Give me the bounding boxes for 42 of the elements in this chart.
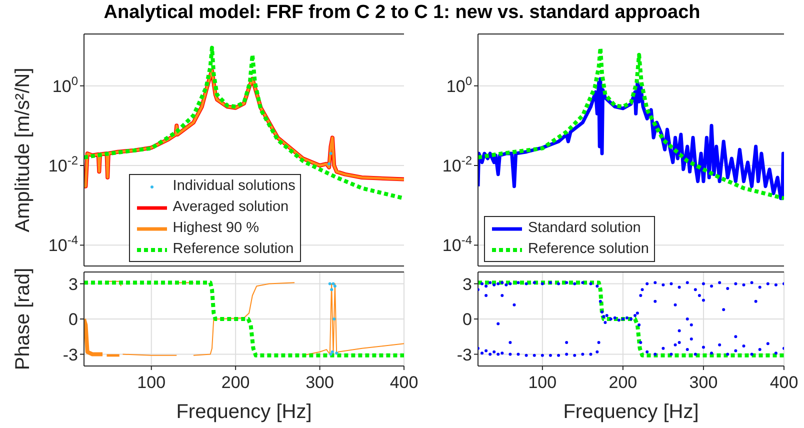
x-tick-label: 400 xyxy=(770,373,798,392)
point xyxy=(335,352,338,355)
chart-title: Analytical model: FRF from C 2 to C 1: new vs. standard approach xyxy=(102,2,702,24)
y-tick-label: 10$^{-2}$ xyxy=(442,154,472,176)
y-tick-label: 10$^{0}$ xyxy=(52,74,78,96)
point xyxy=(330,350,334,354)
legend-label: Reference solution xyxy=(172,240,294,259)
line-series xyxy=(84,280,404,358)
legend-label: Standard solution xyxy=(528,219,641,238)
y-tick-label: 10$^{-4}$ xyxy=(48,233,78,256)
x-tick-label: 300 xyxy=(306,373,334,392)
y-tick-label: -3 xyxy=(456,345,472,364)
y-axis-title: Phase [rad] xyxy=(12,268,34,370)
x-tick-label: 100 xyxy=(137,373,166,392)
point xyxy=(330,288,334,292)
point xyxy=(328,282,332,286)
x-tick-label: 100 xyxy=(528,373,557,392)
line-series xyxy=(478,77,784,200)
y-tick-label: 0 xyxy=(68,310,78,329)
y-tick-label: -3 xyxy=(62,345,78,364)
point xyxy=(333,284,336,288)
legend-label: Averaged solution xyxy=(172,198,289,217)
x-axis-title: Frequency [Hz] xyxy=(176,401,312,423)
legend-label: Individual solutions xyxy=(172,177,296,196)
legend-label: Highest 90 % xyxy=(172,219,260,238)
point xyxy=(332,318,336,320)
line-series xyxy=(192,282,296,356)
y-tick-label: 3 xyxy=(462,274,472,294)
y-tick-label: 3 xyxy=(68,274,78,294)
line-series xyxy=(84,46,404,200)
x-tick-label: 200 xyxy=(608,373,638,392)
legend-label: Reference solution xyxy=(528,240,649,259)
y-tick-label: 0 xyxy=(462,310,472,329)
x-axis-title: Frequency [Hz] xyxy=(563,401,699,423)
x-tick-label: 200 xyxy=(221,373,250,392)
x-tick-label: 300 xyxy=(689,373,718,392)
y-tick-label: 10$^{-4}$ xyxy=(442,233,472,256)
y-axis-title: Amplitude [m/s²/N] xyxy=(12,68,34,232)
y-tick-label: 10$^{-2}$ xyxy=(48,154,78,176)
x-tick-label: 400 xyxy=(390,373,418,392)
y-tick-label: 10$^{0}$ xyxy=(446,74,472,96)
line-series xyxy=(84,317,105,356)
